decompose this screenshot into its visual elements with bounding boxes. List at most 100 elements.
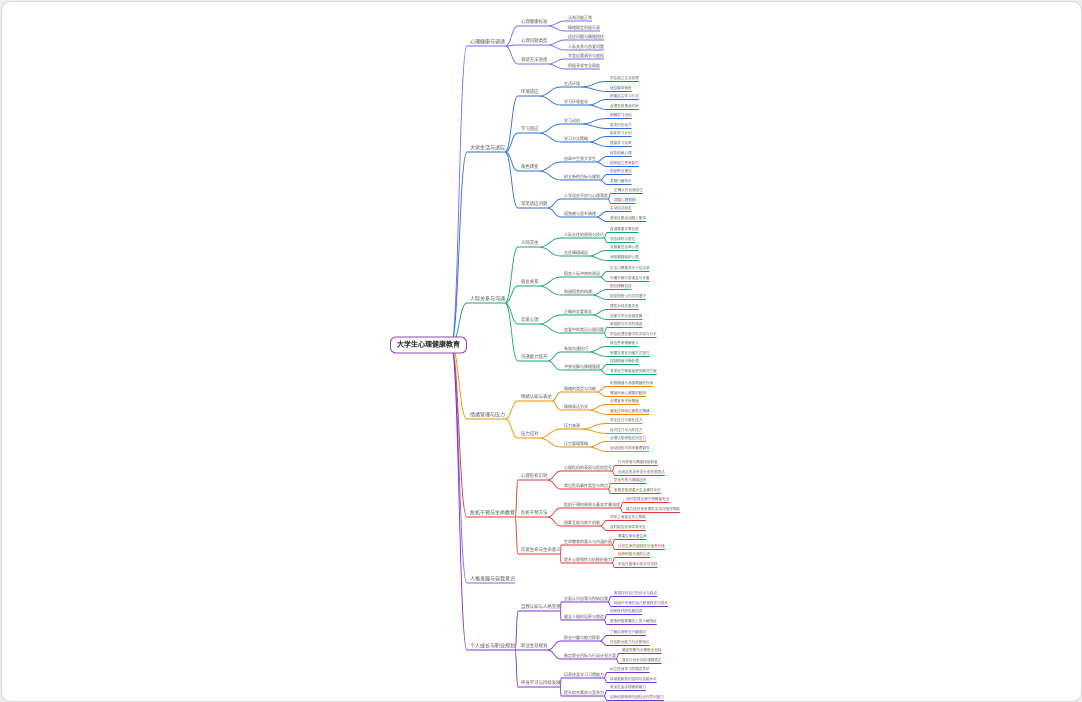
leaf-node[interactable]: 学会处理恋爱中的冲突与分手 bbox=[610, 332, 657, 337]
subtopic-node[interactable]: 孤独感与思乡情绪 bbox=[564, 211, 596, 216]
leaf-node[interactable]: 确定短期与长期职业目标 bbox=[622, 648, 662, 653]
leaf-node[interactable]: 沟通不畅引发误会与矛盾 bbox=[610, 276, 650, 281]
topic-node[interactable]: 调适方法途径 bbox=[521, 57, 548, 63]
subtopic-node[interactable]: 正确的恋爱观念 bbox=[564, 309, 592, 314]
branch-node[interactable]: 个人成长与职业规划 bbox=[470, 643, 516, 650]
branch-node[interactable]: 大学生活与适应 bbox=[470, 145, 506, 152]
subtopic-node[interactable]: 提升心理韧性与抗挫折能力 bbox=[564, 557, 612, 562]
leaf-node[interactable]: 及时发现迅速干预确保安全 bbox=[626, 497, 670, 502]
leaf-node[interactable]: 合理安排课余时间 bbox=[610, 104, 639, 109]
subtopic-node[interactable]: 心理危机的表现与危险信号 bbox=[564, 465, 612, 470]
leaf-node[interactable]: 认识生命的独特性与宝贵价值 bbox=[618, 544, 665, 549]
leaf-node[interactable]: 及时报告老师寻求专业 bbox=[610, 525, 646, 530]
branch-node[interactable]: 人格发展与自我意识 bbox=[470, 576, 516, 583]
subtopic-node[interactable]: 压力来源 bbox=[564, 423, 580, 428]
leaf-node[interactable]: 制定学习计划 bbox=[610, 131, 632, 136]
leaf-node[interactable]: 客观评价自己的优点与缺点 bbox=[614, 591, 658, 596]
branch-node[interactable]: 人际关系与沟通 bbox=[470, 296, 506, 303]
subtopic-node[interactable]: 生活环境 bbox=[564, 81, 580, 86]
topic-node[interactable]: 常见适应问题 bbox=[521, 201, 548, 207]
subtopic-node[interactable]: 常见危机事件类型与特点 bbox=[564, 483, 608, 488]
leaf-node[interactable]: 合理宣泄不良情绪 bbox=[610, 399, 639, 404]
leaf-node[interactable]: 塑造积极健康向上的人格特征 bbox=[610, 619, 657, 624]
subtopic-node[interactable]: 宿舍人际冲突的原因 bbox=[564, 271, 600, 276]
leaf-node[interactable]: 明确学习目标 bbox=[610, 113, 632, 118]
leaf-node[interactable]: 消除猜疑嫉妒心理 bbox=[610, 255, 639, 260]
subtopic-node[interactable]: 学习动机 bbox=[564, 118, 580, 123]
leaf-node[interactable]: 培养良好的性格品质 bbox=[610, 609, 643, 614]
subtopic-node[interactable]: 树立新的目标与规划 bbox=[564, 174, 600, 179]
topic-node[interactable]: 学习适应 bbox=[521, 126, 539, 132]
leaf-node[interactable]: 恋爱与学业协调发展 bbox=[610, 314, 643, 319]
subtopic-node[interactable]: 健全人格的培养与塑造 bbox=[564, 614, 604, 619]
leaf-node[interactable]: 参加社会实践锻炼能力 bbox=[610, 685, 646, 690]
topic-node[interactable]: 心理问题类型 bbox=[521, 38, 548, 44]
leaf-node[interactable]: 制定宿舍公约共同遵守 bbox=[610, 294, 646, 299]
branch-node[interactable]: 危机干预与生命教育 bbox=[470, 510, 516, 517]
subtopic-node[interactable]: 制定职业目标与行动计划方案 bbox=[564, 653, 616, 658]
leaf-node[interactable]: 建立信任关系提供支持与陪伴帮助 bbox=[626, 507, 680, 512]
subtopic-node[interactable]: 冲突化解与情绪管理 bbox=[564, 364, 600, 369]
leaf-node[interactable]: 主动结交朋友 bbox=[610, 206, 632, 211]
topic-node[interactable]: 压力应对 bbox=[521, 431, 539, 437]
topic-node[interactable]: 人际交往 bbox=[521, 240, 539, 246]
leaf-node[interactable]: 出现自伤自杀念头或言语表达 bbox=[618, 470, 665, 475]
topic-node[interactable]: 环境适应 bbox=[521, 89, 539, 95]
topic-node[interactable]: 心理健康标准 bbox=[521, 19, 548, 25]
leaf-node[interactable]: 避免压抑或过度表达情绪 bbox=[610, 409, 650, 414]
subtopic-node[interactable]: 由高中生到大学生 bbox=[564, 156, 596, 161]
branch-node[interactable]: 情绪管理与压力 bbox=[470, 412, 506, 419]
subtopic-node[interactable]: 危机干预的原则与基本步骤流程 bbox=[564, 502, 620, 507]
leaf-node[interactable]: 持续更新知识结构与技能水平 bbox=[610, 677, 657, 682]
subtopic-node[interactable]: 情绪的类型与功能 bbox=[564, 386, 596, 391]
subtopic-node[interactable]: 人际交往的原则与技巧 bbox=[564, 232, 604, 237]
leaf-node[interactable]: 落实行动计划并调整修正 bbox=[622, 658, 662, 663]
leaf-node[interactable]: 制定职业规划 bbox=[610, 169, 632, 174]
subtopic-node[interactable]: 认知功能正常 bbox=[568, 15, 592, 20]
leaf-node[interactable]: 理性对待恋爱关系 bbox=[610, 304, 639, 309]
leaf-node[interactable]: 换位思考理解他人 bbox=[610, 341, 639, 346]
leaf-node[interactable]: 运动放松与时间管理调节 bbox=[610, 446, 650, 451]
subtopic-node[interactable]: 全面认识自我与悦纳自我 bbox=[564, 596, 608, 601]
subtopic-node[interactable]: 职业兴趣与能力探索 bbox=[564, 635, 600, 640]
branch-node[interactable]: 心理健康与调适 bbox=[470, 39, 506, 46]
subtopic-node[interactable]: 培养终身学习习惯能力 bbox=[564, 672, 604, 677]
topic-node[interactable]: 宿舍关系 bbox=[521, 279, 539, 285]
topic-node[interactable]: 角色转变 bbox=[521, 164, 539, 170]
root-node[interactable]: 大学生心理健康教育 bbox=[390, 336, 467, 354]
subtopic-node[interactable]: 情绪表达方式 bbox=[564, 404, 588, 409]
subtopic-node[interactable]: 压力管理策略 bbox=[564, 441, 588, 446]
topic-node[interactable]: 终身学习与持续发展 bbox=[521, 680, 561, 686]
leaf-node[interactable]: 掌握非语言沟通方式技巧 bbox=[610, 351, 650, 356]
subtopic-node[interactable]: 适应问题与情绪困扰 bbox=[568, 34, 604, 39]
leaf-node[interactable]: 尊重生命珍爱生命 bbox=[618, 534, 647, 539]
subtopic-node[interactable]: 学习环境变化 bbox=[564, 99, 588, 104]
leaf-node[interactable]: 控制情绪冷静处理 bbox=[610, 359, 639, 364]
subtopic-node[interactable]: 入学适应不良与心理落差 bbox=[564, 193, 608, 198]
leaf-node[interactable]: 激发内在动力 bbox=[610, 123, 632, 128]
leaf-node[interactable]: 同学之间相互关心帮助 bbox=[610, 515, 646, 520]
subtopic-node[interactable]: 积极寻求专业帮助 bbox=[568, 63, 600, 68]
leaf-node[interactable]: 单相思与失恋的调适 bbox=[610, 322, 643, 327]
leaf-node[interactable]: 接纳不完美的自己积极改变与成长 bbox=[614, 601, 668, 606]
leaf-node[interactable]: 调整心理预期 bbox=[614, 198, 636, 203]
leaf-node[interactable]: 相互理解包容 bbox=[610, 284, 632, 289]
topic-node[interactable]: 珍爱生命与生命意义 bbox=[521, 547, 561, 553]
leaf-node[interactable]: 掌握自主学习方法 bbox=[610, 94, 639, 99]
subtopic-node[interactable]: 生命教育的意义与内涵价值 bbox=[564, 539, 612, 544]
leaf-node[interactable]: 适应集体宿舍 bbox=[610, 86, 632, 91]
leaf-node[interactable]: 学会在困难中成长与坚持 bbox=[618, 562, 658, 567]
subtopic-node[interactable]: 朋辈互助与转介机制 bbox=[564, 520, 600, 525]
leaf-node[interactable]: 转变依赖心理 bbox=[610, 151, 632, 156]
topic-node[interactable]: 心理危机识别 bbox=[521, 473, 548, 479]
leaf-node[interactable]: 学业失败与情感挫折 bbox=[614, 478, 647, 483]
leaf-node[interactable]: 参加社团活动融入集体 bbox=[610, 216, 646, 221]
subtopic-node[interactable]: 情绪稳定积极乐观 bbox=[568, 25, 600, 30]
leaf-node[interactable]: 学会倾听与表达 bbox=[610, 237, 636, 242]
leaf-node[interactable]: 行为异常与情绪持续低落 bbox=[618, 460, 658, 465]
topic-node[interactable]: 恋爱心理 bbox=[521, 317, 539, 323]
topic-node[interactable]: 自我认知与人格完善 bbox=[521, 604, 561, 610]
topic-node[interactable]: 危机干预方法 bbox=[521, 510, 548, 516]
leaf-node[interactable]: 学业压力与就业压力 bbox=[610, 418, 643, 423]
topic-node[interactable]: 情绪认知与表达 bbox=[521, 394, 552, 400]
